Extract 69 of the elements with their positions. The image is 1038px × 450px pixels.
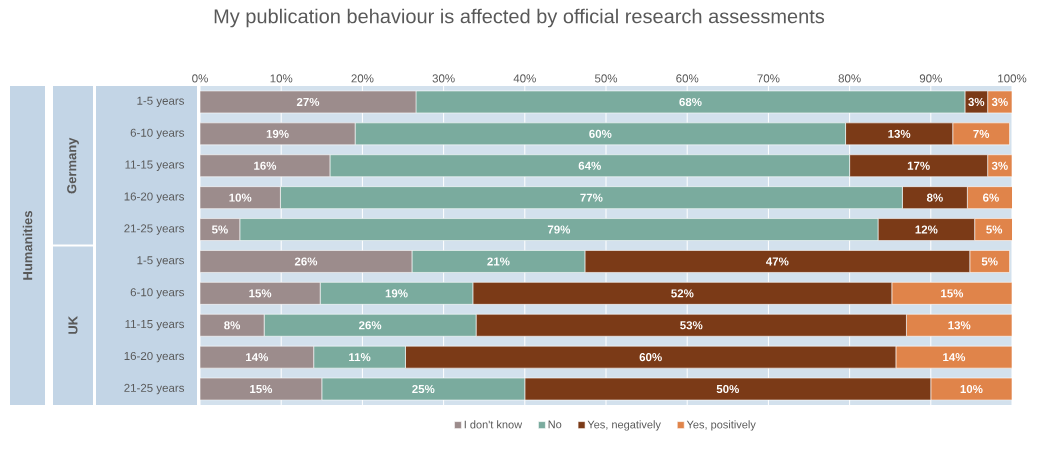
data-label: 79% [547,225,571,234]
data-label: 27% [296,97,320,107]
legend-label: I don't know [464,420,523,429]
data-label: 13% [888,129,911,138]
data-label: 60% [639,353,662,362]
y-tick-label: 16-20 years [124,192,185,203]
x-tick-label: 10% [270,74,293,83]
data-label: 5% [211,225,228,234]
chart-title: My publication behaviour is affected by official research assessments [214,8,825,28]
y-tick-label: 16-20 years [124,351,185,363]
x-tick-label: 70% [757,74,780,83]
data-label: 5% [986,225,1003,234]
x-tick-label: 60% [676,74,699,83]
y-tick-label: 1-5 years [137,256,185,267]
data-label: 60% [589,129,612,138]
data-label: 64% [578,161,601,170]
data-label: 19% [385,289,408,298]
data-label: 15% [250,385,273,394]
data-label: 26% [359,321,382,330]
x-tick-label: 0% [192,74,208,83]
data-label: 26% [294,257,318,266]
data-label: 50% [716,384,739,394]
y-tick-label: 1-5 years [137,96,185,108]
x-tick-label: 90% [919,74,942,83]
text: Germany [67,137,79,194]
data-label: 12% [915,225,938,234]
data-label: 6% [983,193,999,202]
data-label: 77% [580,193,603,202]
data-label: 15% [249,289,272,298]
data-label: 68% [679,97,702,107]
data-label: 3% [968,97,985,107]
y-tick-label: 6-10 years [130,288,185,299]
data-label: 15% [941,289,964,298]
data-label: 5% [981,257,998,266]
data-label: 53% [680,321,703,330]
data-label: 52% [671,289,694,298]
legend-label: Yes, positively [686,420,756,431]
data-label: 3% [991,161,1008,170]
x-tick-label: 100% [998,74,1027,83]
y-tick-label: 21-25 years [124,224,185,235]
data-label: 19% [266,129,289,138]
data-label: 3% [991,97,1008,107]
data-label: 14% [246,353,269,362]
x-tick-label: 50% [594,74,618,83]
data-label: 8% [224,321,241,330]
x-tick-label: 30% [432,74,455,83]
legend-label: No [548,420,562,429]
text: UK [68,315,78,334]
data-label: 10% [229,193,252,202]
data-label: 8% [926,193,943,202]
data-label: 21% [487,257,510,266]
y-tick-label: 11-15 years [125,320,185,331]
y-tick-label: 6-10 years [130,128,185,140]
data-label: 7% [973,129,990,138]
x-tick-label: 40% [513,74,536,83]
legend-label: Yes, negatively [587,420,661,431]
data-label: 16% [254,161,277,170]
x-tick-label: 80% [838,74,861,83]
y-tick-label: 21-25 years [124,383,185,395]
data-label: 47% [766,257,789,266]
data-label: 14% [943,353,966,362]
data-label: 17% [907,161,930,170]
text: Humanities [22,211,33,280]
y-tick-label: 11-15 years [125,160,185,171]
data-label: 11% [349,353,371,362]
data-label: 13% [948,321,971,330]
data-label: 25% [412,384,435,394]
data-label: 10% [960,384,983,394]
x-tick-label: 20% [351,74,374,83]
